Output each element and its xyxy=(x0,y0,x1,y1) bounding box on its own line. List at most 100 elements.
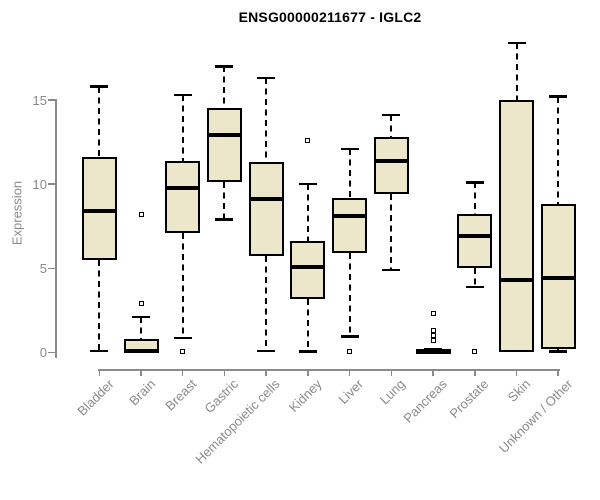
box xyxy=(81,157,117,260)
lower-whisker-cap xyxy=(257,349,276,353)
upper-whisker-cap xyxy=(215,65,234,68)
box xyxy=(248,162,284,256)
lower-whisker-cap xyxy=(465,285,484,289)
y-tick-label: 15 xyxy=(32,92,47,108)
upper-whisker-cap xyxy=(382,113,401,117)
x-tick-mark xyxy=(474,369,476,376)
upper-whisker-line xyxy=(348,148,351,198)
x-tick-mark xyxy=(348,369,351,376)
upper-whisker-cap xyxy=(340,147,359,151)
y-tick-mark xyxy=(48,351,55,354)
median-line xyxy=(81,209,117,214)
y-axis-line xyxy=(55,99,57,358)
y-tick-mark xyxy=(48,183,55,185)
outlier-point xyxy=(472,349,478,355)
x-tick-mark xyxy=(140,369,142,376)
lower-whisker-cap xyxy=(298,350,317,353)
upper-whisker-line xyxy=(557,96,560,205)
y-tick-label: 0 xyxy=(39,345,47,360)
outlier-point xyxy=(138,211,144,217)
box xyxy=(499,100,534,353)
x-tick-mark xyxy=(432,369,434,376)
median-line xyxy=(499,278,534,283)
x-tick-mark xyxy=(265,369,267,376)
lower-whisker-cap xyxy=(90,349,109,353)
x-tick-mark xyxy=(98,369,101,376)
x-tick-mark xyxy=(181,369,184,376)
upper-whisker-line xyxy=(223,66,226,109)
upper-whisker-cap xyxy=(257,76,276,80)
median-line xyxy=(332,214,368,219)
x-tick-mark xyxy=(307,369,309,376)
outlier-point xyxy=(430,338,436,344)
outlier-point xyxy=(430,333,436,339)
x-axis-category-label: Bladder xyxy=(73,376,117,419)
median-line xyxy=(540,276,576,281)
box xyxy=(290,241,326,299)
upper-whisker-line xyxy=(265,78,268,163)
upper-whisker-cap xyxy=(173,93,192,97)
outlier-point xyxy=(430,311,436,317)
lower-whisker-cap xyxy=(382,268,401,272)
lower-whisker-line xyxy=(557,349,560,352)
lower-whisker-cap xyxy=(549,350,568,353)
lower-whisker-line xyxy=(306,298,309,352)
median-line xyxy=(165,185,201,190)
box xyxy=(373,137,409,195)
chart-title: ENSG00000211677 - IGLC2 xyxy=(238,9,422,25)
x-axis-line xyxy=(97,369,560,371)
lower-whisker-line xyxy=(98,259,101,351)
box xyxy=(206,108,242,183)
lower-whisker-line xyxy=(473,268,476,287)
median-line xyxy=(457,234,493,239)
x-axis-category-label: Gastric xyxy=(201,376,242,417)
x-tick-mark xyxy=(557,369,559,376)
outlier-point xyxy=(305,137,311,143)
upper-whisker-cap xyxy=(424,347,443,351)
median-line xyxy=(123,348,159,353)
x-axis-category-label: Skin xyxy=(504,376,534,405)
x-axis-category-label: Lung xyxy=(377,376,409,408)
upper-whisker-cap xyxy=(90,85,109,88)
y-tick-mark xyxy=(48,99,55,101)
lower-whisker-cap xyxy=(215,218,234,221)
upper-whisker-line xyxy=(473,182,476,215)
upper-whisker-line xyxy=(306,184,309,242)
x-tick-mark xyxy=(390,369,393,376)
upper-whisker-line xyxy=(515,42,518,100)
x-axis-category-label: Prostate xyxy=(446,376,492,422)
box xyxy=(332,197,368,254)
upper-whisker-cap xyxy=(132,315,151,319)
lower-whisker-line xyxy=(390,194,393,270)
lower-whisker-line xyxy=(348,253,351,337)
outlier-point xyxy=(347,349,353,355)
x-axis-category-label: Hematopoietic cells xyxy=(192,376,284,467)
upper-whisker-cap xyxy=(298,182,317,186)
lower-whisker-line xyxy=(181,232,184,339)
box xyxy=(165,160,201,233)
lower-whisker-cap xyxy=(173,336,192,340)
x-tick-mark xyxy=(223,369,226,376)
upper-whisker-cap xyxy=(507,41,526,45)
lower-whisker-line xyxy=(265,255,268,351)
upper-whisker-line xyxy=(181,94,184,161)
x-axis-category-label: Breast xyxy=(162,376,200,414)
x-axis-category-label: Kidney xyxy=(286,376,325,416)
upper-whisker-line xyxy=(140,317,143,340)
lower-whisker-cap xyxy=(340,335,359,338)
lower-whisker-line xyxy=(223,182,226,220)
x-axis-category-label: Liver xyxy=(335,376,367,407)
median-line xyxy=(373,158,409,163)
x-axis-category-label: Pancreas xyxy=(400,376,450,426)
upper-whisker-line xyxy=(98,86,101,158)
median-line xyxy=(290,264,326,269)
median-line xyxy=(206,133,242,138)
y-tick-label: 10 xyxy=(32,176,47,192)
y-tick-label: 5 xyxy=(39,260,47,276)
y-tick-mark xyxy=(48,267,55,270)
outlier-point xyxy=(430,328,436,334)
median-line xyxy=(415,349,451,354)
outlier-point xyxy=(180,349,186,355)
